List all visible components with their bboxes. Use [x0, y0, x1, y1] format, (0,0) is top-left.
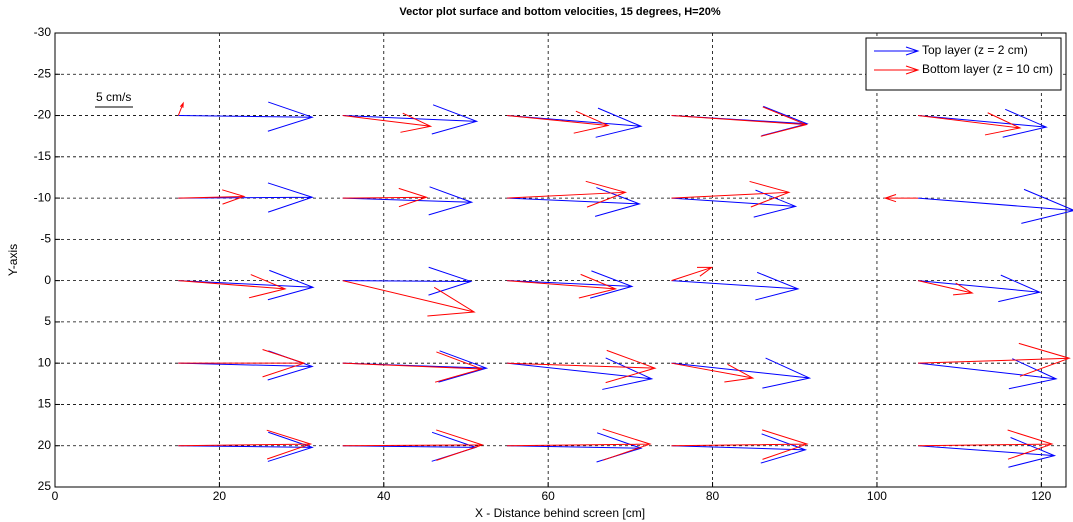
- x-tick-label: 60: [541, 489, 555, 503]
- x-tick-label: 40: [377, 489, 391, 503]
- vector-arrow: [178, 431, 314, 462]
- vector-arrow: [178, 189, 246, 205]
- vector-arrow: [507, 428, 652, 461]
- plot-frame: [54, 32, 1067, 488]
- vector-arrow: [507, 273, 618, 299]
- x-tick-label: 120: [1031, 489, 1051, 503]
- y-tick-label: -5: [40, 232, 51, 246]
- vector-arrow: [178, 429, 313, 460]
- vector-arrow: [342, 187, 429, 208]
- vector-arrow: [671, 106, 808, 137]
- legend-swatch: [874, 65, 920, 75]
- vector-arrow: [178, 101, 314, 132]
- vector-arrow: [917, 358, 1058, 390]
- y-tick-label: 0: [44, 273, 51, 287]
- y-tick-label: 15: [38, 397, 52, 411]
- y-tick-label: 5: [44, 314, 51, 328]
- vector-arrow: [342, 429, 485, 461]
- vector-arrow: [918, 429, 1054, 460]
- vector-arrow: [671, 271, 800, 301]
- legend-label: Bottom layer (z = 10 cm): [922, 62, 1053, 76]
- vector-arrow: [507, 110, 610, 134]
- vector-arrow: [342, 186, 474, 216]
- x-axis-label: X - Distance behind screen [cm]: [475, 506, 645, 520]
- chart-title: Vector plot surface and bottom velocitie…: [399, 6, 720, 18]
- y-tick-label: 10: [38, 355, 52, 369]
- y-tick-label: -30: [34, 25, 52, 39]
- vector-arrow: [917, 280, 974, 296]
- vector-arrow: [671, 266, 714, 282]
- vector-arrow: [671, 180, 791, 208]
- vector-arrow: [178, 269, 315, 301]
- x-tick-label: 100: [867, 489, 887, 503]
- y-tick-label: -10: [34, 190, 52, 204]
- y-tick-label: -15: [34, 149, 52, 163]
- y-axis-label: Y-axis: [6, 244, 20, 276]
- vector-arrow: [342, 104, 479, 135]
- legend-box: [865, 37, 1062, 91]
- vector-arrow: [177, 101, 184, 116]
- vector-arrow: [342, 266, 473, 296]
- vector-arrow: [883, 194, 919, 203]
- vector-arrow: [671, 357, 812, 389]
- vector-arrow: [342, 112, 433, 133]
- vector-arrow: [507, 270, 634, 299]
- y-tick-label: 20: [38, 438, 52, 452]
- scale-label: 5 cm/s: [96, 90, 131, 104]
- vector-arrow: [671, 429, 809, 460]
- x-tick-label: 80: [706, 489, 720, 503]
- y-tick-label: -20: [34, 108, 52, 122]
- vector-arrow: [918, 274, 1042, 303]
- vector-arrow: [342, 280, 476, 317]
- vector-arrow: [671, 433, 808, 464]
- vector-arrow: [918, 437, 1057, 468]
- x-tick-label: 0: [52, 489, 59, 503]
- vector-arrow: [507, 349, 657, 384]
- vector-arrow: [342, 351, 484, 383]
- y-tick-label: 25: [38, 479, 52, 493]
- vector-arrow: [671, 362, 755, 383]
- vector-arrow: [918, 342, 1071, 377]
- vector-arrow: [918, 188, 1073, 224]
- x-tick-label: 20: [213, 489, 227, 503]
- vector-arrow: [918, 108, 1048, 138]
- vector-arrow: [178, 349, 306, 378]
- vector-arrow: [507, 180, 628, 208]
- vector-arrow: [917, 112, 1022, 136]
- legend-swatch: [874, 46, 920, 56]
- legend-label: Top layer (z = 2 cm): [922, 43, 1028, 57]
- vector-arrow: [671, 189, 798, 218]
- y-tick-label: -25: [34, 66, 52, 80]
- vector-arrow: [178, 274, 287, 299]
